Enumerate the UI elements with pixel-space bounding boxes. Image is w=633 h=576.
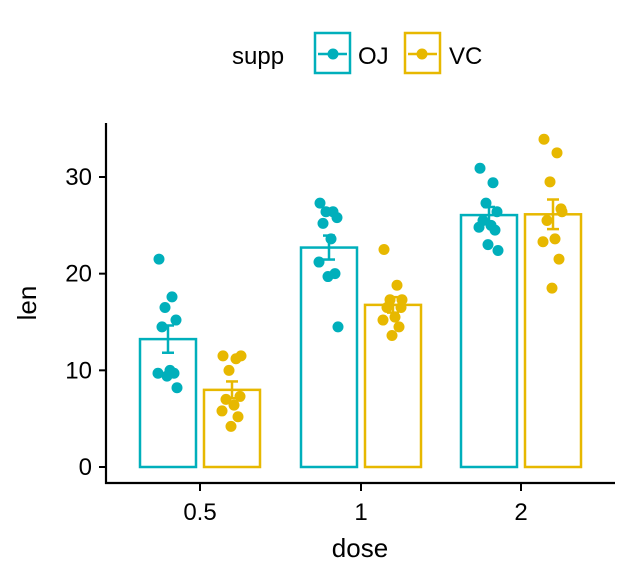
- legend-item-vc[interactable]: VC: [403, 31, 482, 75]
- data-point-oj: [159, 301, 171, 313]
- data-point-vc: [553, 253, 565, 265]
- data-point-vc: [546, 282, 558, 294]
- x-tick-label: 1: [354, 499, 367, 526]
- x-tick-label: 0.5: [183, 499, 216, 526]
- data-point-vc: [393, 321, 405, 333]
- legend-label-vc: VC: [449, 43, 482, 70]
- data-point-oj: [171, 382, 183, 394]
- y-tick-label: 30: [65, 164, 92, 191]
- data-point-oj: [320, 206, 332, 218]
- bar-vc-2[interactable]: [523, 213, 583, 469]
- plot-area: [138, 133, 583, 469]
- y-axis: 0 10 20 30: [65, 164, 106, 481]
- x-tick-label: 2: [514, 499, 527, 526]
- legend-key-oj: [313, 31, 352, 75]
- data-point-oj: [474, 162, 486, 174]
- data-point-oj: [331, 212, 343, 224]
- data-point-vc: [389, 311, 401, 323]
- data-point-vc: [544, 176, 556, 188]
- data-point-vc: [556, 206, 568, 218]
- data-point-vc: [225, 420, 237, 432]
- data-point-vc: [378, 243, 390, 255]
- data-point-oj: [156, 321, 168, 333]
- bar-oj-2[interactable]: [459, 213, 519, 469]
- data-point-oj: [153, 253, 165, 265]
- x-axis-title: dose: [332, 533, 388, 563]
- bar-vc-1[interactable]: [363, 303, 423, 469]
- x-axis: 0.5 1 2: [183, 483, 528, 526]
- data-point-vc: [386, 330, 398, 342]
- legend-title: supp: [232, 43, 284, 70]
- bar-oj-0.5[interactable]: [138, 337, 198, 469]
- data-point-oj: [314, 197, 326, 209]
- data-point-vc: [391, 279, 403, 291]
- data-point-oj: [166, 291, 178, 303]
- data-point-oj: [487, 177, 499, 189]
- data-point-vc: [551, 147, 563, 159]
- data-point-vc: [549, 233, 561, 245]
- legend-dot-oj: [327, 48, 339, 60]
- data-point-vc: [217, 350, 229, 362]
- data-point-vc: [381, 301, 393, 313]
- data-point-vc: [538, 133, 550, 145]
- data-point-oj: [482, 239, 494, 251]
- legend-key-vc: [403, 31, 442, 75]
- data-point-vc: [377, 314, 389, 326]
- y-axis-title: len: [12, 286, 42, 321]
- legend-item-oj[interactable]: OJ: [313, 31, 389, 75]
- data-point-vc: [216, 405, 228, 417]
- data-point-oj: [491, 206, 503, 218]
- data-point-oj: [161, 370, 173, 382]
- data-point-oj: [492, 244, 504, 256]
- legend-label-oj: OJ: [358, 43, 389, 70]
- data-point-oj: [313, 256, 325, 268]
- legend: supp OJ VC: [232, 31, 482, 75]
- data-point-vc: [235, 350, 247, 362]
- y-tick-label: 0: [79, 454, 92, 481]
- data-point-vc: [223, 364, 235, 376]
- y-tick-label: 20: [65, 261, 92, 288]
- data-point-vc: [396, 294, 408, 306]
- data-point-vc: [541, 214, 553, 226]
- data-point-oj: [152, 367, 164, 379]
- data-point-vc: [537, 236, 549, 248]
- data-point-vc: [232, 411, 244, 423]
- data-point-oj: [170, 314, 182, 326]
- data-point-oj: [317, 217, 329, 229]
- legend-dot-vc: [416, 48, 428, 60]
- data-point-oj: [322, 271, 334, 283]
- data-point-vc: [228, 399, 240, 411]
- data-point-oj: [473, 221, 485, 233]
- data-point-oj: [489, 224, 501, 236]
- y-tick-label: 10: [65, 357, 92, 384]
- data-point-oj: [332, 321, 344, 333]
